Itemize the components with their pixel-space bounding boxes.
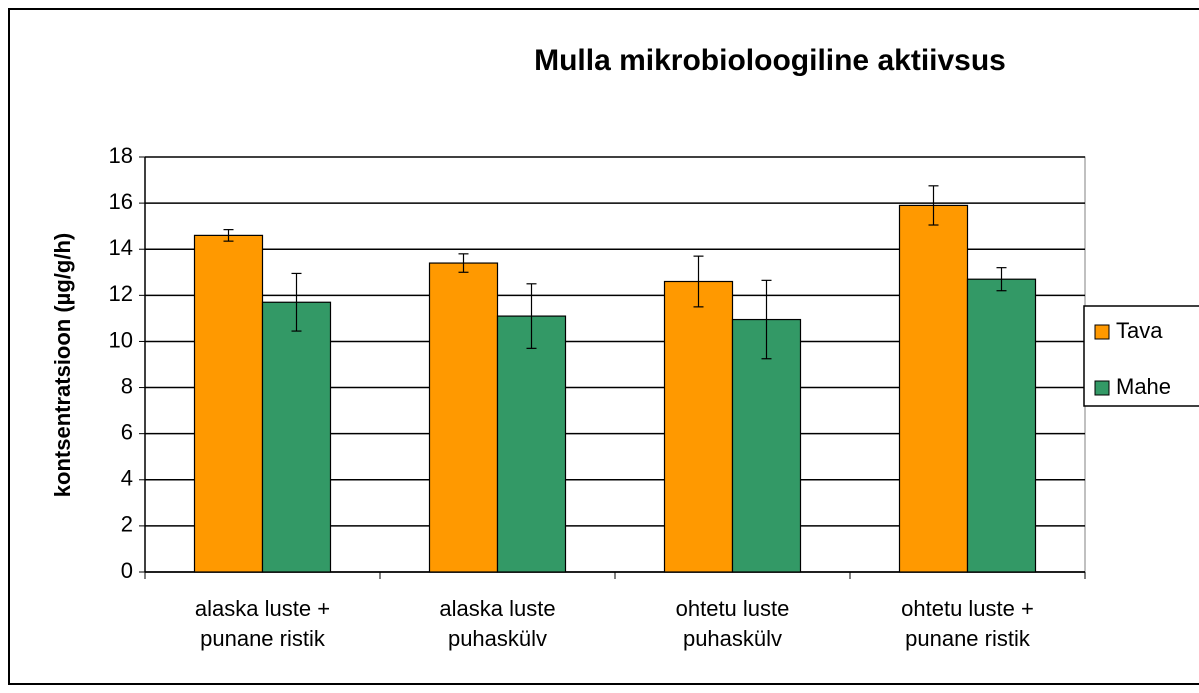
x-tick-label: ohtetu luste xyxy=(676,596,790,621)
x-tick-label: alaska luste xyxy=(439,596,555,621)
y-tick-label: 0 xyxy=(121,558,133,583)
legend-swatch xyxy=(1094,324,1110,340)
y-tick-label: 4 xyxy=(121,466,133,491)
bar xyxy=(663,280,734,573)
y-tick-label: 18 xyxy=(109,143,133,168)
y-tick-label: 16 xyxy=(109,189,133,214)
x-tick-label: puhaskülv xyxy=(448,626,547,651)
x-tick-label: punane ristik xyxy=(200,626,326,651)
legend-label: Tava xyxy=(1116,318,1163,343)
legend-swatch xyxy=(1094,380,1110,396)
bar xyxy=(966,278,1037,573)
error-bar xyxy=(761,279,772,360)
bar xyxy=(496,315,567,573)
x-tick-label: punane ristik xyxy=(905,626,1031,651)
y-tick-label: 14 xyxy=(109,235,133,260)
y-axis-label: kontsentratsioon (µg/g/h) xyxy=(50,233,75,497)
error-bar xyxy=(291,272,302,332)
y-tick-label: 10 xyxy=(109,327,133,352)
bar xyxy=(428,262,499,573)
bar xyxy=(193,234,264,573)
error-bar xyxy=(526,283,537,349)
x-tick-label: ohtetu luste + xyxy=(901,596,1034,621)
error-bar xyxy=(223,229,234,242)
y-tick-label: 12 xyxy=(109,281,133,306)
error-bar xyxy=(693,255,704,308)
y-tick-label: 8 xyxy=(121,373,133,398)
error-bar xyxy=(928,185,939,226)
legend-label: Mahe xyxy=(1116,374,1171,399)
chart-title: Mulla mikrobioloogiline aktiivsus xyxy=(534,44,1006,77)
y-tick-label: 2 xyxy=(121,512,133,537)
y-tick-label: 6 xyxy=(121,419,133,444)
error-bar xyxy=(996,267,1007,292)
error-bar xyxy=(458,253,469,273)
bar xyxy=(731,318,802,573)
bar xyxy=(261,301,332,573)
bar xyxy=(898,204,969,573)
x-tick-label: puhaskülv xyxy=(683,626,782,651)
x-tick-label: alaska luste + xyxy=(195,596,330,621)
